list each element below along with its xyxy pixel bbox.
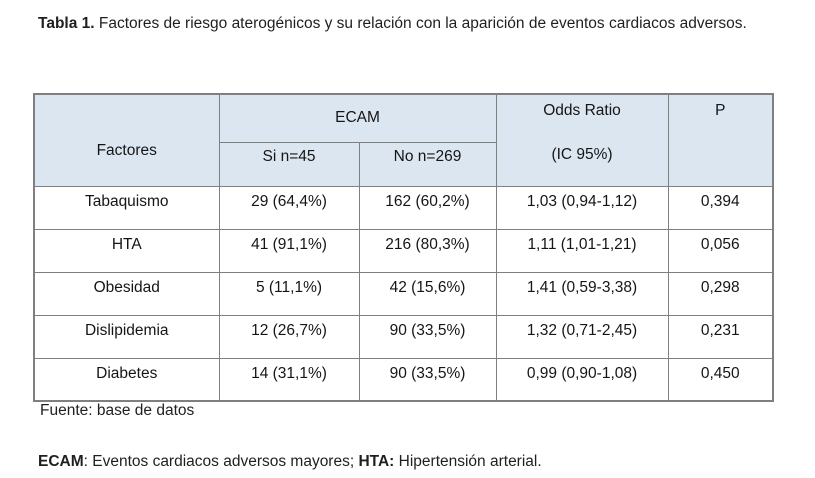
header-ecam-no: No n=269 — [358, 141, 497, 187]
table-caption-text: Factores de riesgo aterogénicos y su rel… — [98, 15, 747, 32]
cell-ecam-no: 216 (80,3%) — [358, 228, 497, 273]
cell-p-value: 0,394 — [667, 185, 774, 230]
cell-ecam-no: 42 (15,6%) — [358, 271, 497, 316]
cell-p-value: 0,056 — [667, 228, 774, 273]
cell-odds-ratio: 1,03 (0,94-1,12) — [495, 185, 669, 230]
table-caption: Tabla 1. Factores de riesgo aterogénicos… — [38, 2, 778, 45]
cell-ecam-si: 14 (31,1%) — [218, 357, 360, 402]
abbreviations-footnote: ECAM: Eventos cardiacos adversos mayores… — [38, 453, 542, 471]
cell-ecam-no: 90 (33,5%) — [358, 357, 497, 402]
header-ecam-si: Si n=45 — [218, 141, 360, 187]
footnote-ecam-abbr: ECAM — [38, 453, 84, 470]
header-row-2: Si n=45 No n=269 — [34, 141, 773, 187]
cell-ecam-si: 5 (11,1%) — [218, 271, 360, 316]
table-caption-label: Tabla 1. — [38, 15, 95, 32]
header-odds-ratio-line1: Odds Ratio — [543, 102, 621, 119]
cell-factor: Diabetes — [33, 357, 220, 402]
table-row: Dislipidemia 12 (26,7%) 90 (33,5%) 1,32 … — [33, 314, 774, 359]
cell-factor: Tabaquismo — [33, 185, 220, 230]
cell-odds-ratio: 0,99 (0,90-1,08) — [495, 357, 669, 402]
table-source: Fuente: base de datos — [40, 402, 195, 419]
header-p-value: P — [667, 93, 774, 187]
table-row: HTA 41 (91,1%) 216 (80,3%) 1,11 (1,01-1,… — [33, 228, 774, 273]
cell-ecam-no: 162 (60,2%) — [358, 185, 497, 230]
table-header: Factores ECAM Odds Ratio (IC 95%) P Si n… — [33, 93, 774, 187]
header-odds-ratio: Odds Ratio (IC 95%) — [495, 93, 669, 187]
cell-factor: Dislipidemia — [33, 314, 220, 359]
cell-odds-ratio: 1,41 (0,59-3,38) — [495, 271, 669, 316]
header-row-1: Factores ECAM Odds Ratio (IC 95%) P — [33, 93, 774, 187]
table-row: Tabaquismo 29 (64,4%) 162 (60,2%) 1,03 (… — [33, 185, 774, 230]
footnote-hta-abbr: HTA: — [358, 453, 395, 470]
table-row: Diabetes 14 (31,1%) 90 (33,5%) 0,99 (0,9… — [33, 357, 774, 402]
cell-ecam-si: 29 (64,4%) — [218, 185, 360, 230]
cell-odds-ratio: 1,32 (0,71-2,45) — [495, 314, 669, 359]
cell-ecam-si: 12 (26,7%) — [218, 314, 360, 359]
cell-odds-ratio: 1,11 (1,01-1,21) — [495, 228, 669, 273]
cell-factor: HTA — [33, 228, 220, 273]
header-odds-ratio-line2: (IC 95%) — [551, 146, 613, 163]
footnote-hta-text: Hipertensión arterial. — [394, 453, 542, 470]
table-row: Obesidad 5 (11,1%) 42 (15,6%) 1,41 (0,59… — [33, 271, 774, 316]
cell-ecam-no: 90 (33,5%) — [358, 314, 497, 359]
risk-factors-table: Factores ECAM Odds Ratio (IC 95%) P Si n… — [33, 93, 775, 402]
table-body: Tabaquismo 29 (64,4%) 162 (60,2%) 1,03 (… — [33, 185, 774, 402]
header-ecam: ECAM — [218, 93, 497, 143]
footnote-ecam-text: : Eventos cardiacos adversos mayores; — [83, 453, 359, 470]
header-factores: Factores — [33, 93, 220, 187]
cell-p-value: 0,231 — [667, 314, 774, 359]
cell-p-value: 0,450 — [667, 357, 774, 402]
cell-p-value: 0,298 — [667, 271, 774, 316]
cell-ecam-si: 41 (91,1%) — [218, 228, 360, 273]
cell-factor: Obesidad — [33, 271, 220, 316]
